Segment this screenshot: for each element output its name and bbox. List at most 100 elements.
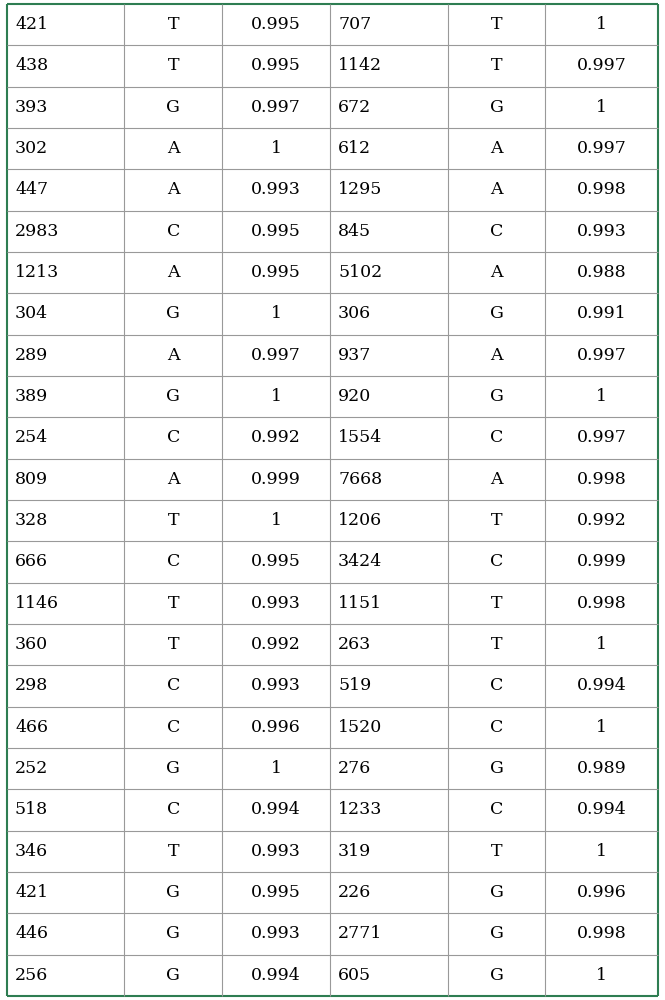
Text: 0.997: 0.997 — [577, 140, 626, 157]
Text: 0.989: 0.989 — [577, 760, 626, 777]
Text: 666: 666 — [15, 554, 48, 570]
Text: 0.995: 0.995 — [251, 223, 301, 240]
Text: 809: 809 — [15, 471, 48, 488]
Text: 1: 1 — [271, 306, 282, 322]
Text: 0.998: 0.998 — [577, 471, 626, 488]
Text: 1: 1 — [271, 760, 282, 777]
Text: G: G — [489, 967, 503, 984]
Text: 0.992: 0.992 — [251, 636, 301, 653]
Text: 304: 304 — [15, 306, 48, 322]
Text: C: C — [167, 430, 180, 446]
Text: G: G — [489, 760, 503, 777]
Text: T: T — [168, 57, 179, 75]
Text: 0.993: 0.993 — [251, 926, 301, 942]
Text: 7668: 7668 — [338, 471, 382, 488]
Text: C: C — [490, 554, 503, 570]
Text: G: G — [166, 760, 180, 777]
Text: 389: 389 — [15, 388, 49, 405]
Text: 0.993: 0.993 — [251, 595, 301, 612]
Text: 0.994: 0.994 — [577, 802, 626, 818]
Text: A: A — [167, 347, 180, 364]
Text: 0.991: 0.991 — [577, 306, 626, 322]
Text: 0.999: 0.999 — [251, 471, 301, 488]
Text: 276: 276 — [338, 760, 371, 777]
Text: 393: 393 — [15, 99, 49, 116]
Text: G: G — [166, 926, 180, 942]
Text: 0.993: 0.993 — [577, 223, 626, 240]
Text: 0.996: 0.996 — [251, 719, 301, 736]
Text: 421: 421 — [15, 884, 48, 901]
Text: 0.995: 0.995 — [251, 57, 301, 75]
Text: 1206: 1206 — [338, 512, 382, 529]
Text: 937: 937 — [338, 347, 372, 364]
Text: 1: 1 — [271, 388, 282, 405]
Text: 263: 263 — [338, 636, 371, 653]
Text: A: A — [490, 347, 503, 364]
Text: 0.998: 0.998 — [577, 926, 626, 942]
Text: C: C — [167, 223, 180, 240]
Text: 2771: 2771 — [338, 926, 382, 942]
Text: 0.999: 0.999 — [577, 554, 626, 570]
Text: 0.998: 0.998 — [577, 595, 626, 612]
Text: 346: 346 — [15, 843, 48, 860]
Text: 302: 302 — [15, 140, 49, 157]
Text: 1: 1 — [597, 843, 607, 860]
Text: 0.994: 0.994 — [577, 678, 626, 694]
Text: 1520: 1520 — [338, 719, 382, 736]
Text: 0.995: 0.995 — [251, 264, 301, 281]
Text: C: C — [167, 554, 180, 570]
Text: T: T — [491, 57, 502, 75]
Text: 252: 252 — [15, 760, 49, 777]
Text: 0.997: 0.997 — [251, 347, 301, 364]
Text: 0.994: 0.994 — [251, 967, 301, 984]
Text: 306: 306 — [338, 306, 371, 322]
Text: 3424: 3424 — [338, 554, 382, 570]
Text: 226: 226 — [338, 884, 371, 901]
Text: 446: 446 — [15, 926, 48, 942]
Text: 1: 1 — [597, 967, 607, 984]
Text: 1: 1 — [271, 512, 282, 529]
Text: 1: 1 — [597, 719, 607, 736]
Text: 0.996: 0.996 — [577, 884, 626, 901]
Text: C: C — [167, 719, 180, 736]
Text: 256: 256 — [15, 967, 49, 984]
Text: 438: 438 — [15, 57, 48, 75]
Text: 328: 328 — [15, 512, 49, 529]
Text: 1: 1 — [597, 99, 607, 116]
Text: 319: 319 — [338, 843, 371, 860]
Text: T: T — [491, 16, 502, 33]
Text: C: C — [167, 678, 180, 694]
Text: 1213: 1213 — [15, 264, 59, 281]
Text: G: G — [489, 388, 503, 405]
Text: G: G — [489, 884, 503, 901]
Text: G: G — [166, 967, 180, 984]
Text: 447: 447 — [15, 182, 48, 198]
Text: A: A — [167, 264, 180, 281]
Text: A: A — [490, 140, 503, 157]
Text: C: C — [490, 678, 503, 694]
Text: 254: 254 — [15, 430, 49, 446]
Text: 0.997: 0.997 — [577, 57, 626, 75]
Text: 0.997: 0.997 — [577, 347, 626, 364]
Text: G: G — [166, 99, 180, 116]
Text: 1: 1 — [597, 636, 607, 653]
Text: T: T — [168, 512, 179, 529]
Text: A: A — [167, 471, 180, 488]
Text: 707: 707 — [338, 16, 371, 33]
Text: 421: 421 — [15, 16, 48, 33]
Text: A: A — [167, 182, 180, 198]
Text: C: C — [167, 802, 180, 818]
Text: 0.988: 0.988 — [577, 264, 626, 281]
Text: 0.992: 0.992 — [577, 512, 626, 529]
Text: 0.997: 0.997 — [577, 430, 626, 446]
Text: 920: 920 — [338, 388, 371, 405]
Text: C: C — [490, 223, 503, 240]
Text: 2983: 2983 — [15, 223, 59, 240]
Text: A: A — [490, 264, 503, 281]
Text: 0.992: 0.992 — [251, 430, 301, 446]
Text: G: G — [489, 926, 503, 942]
Text: 0.995: 0.995 — [251, 884, 301, 901]
Text: T: T — [491, 843, 502, 860]
Text: 298: 298 — [15, 678, 49, 694]
Text: T: T — [168, 636, 179, 653]
